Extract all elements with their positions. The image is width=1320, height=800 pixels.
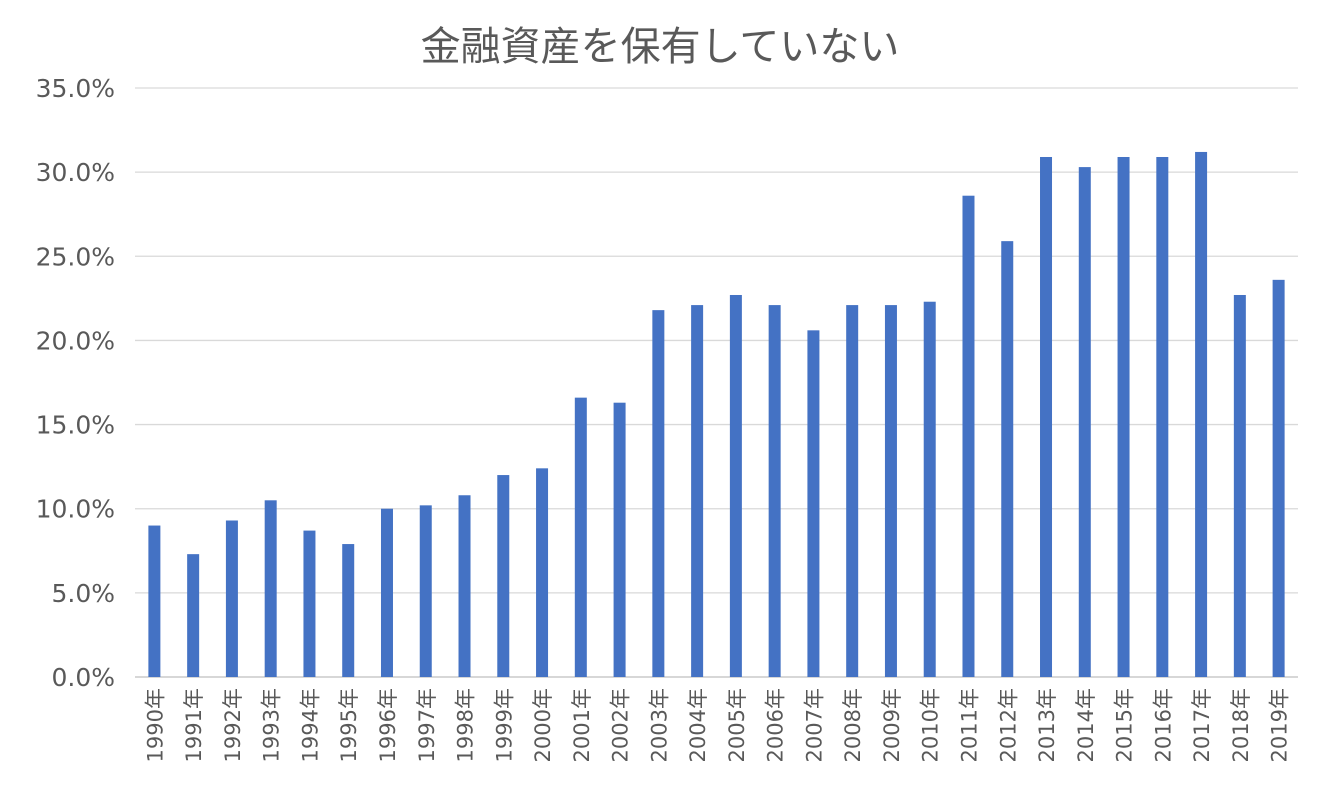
y-tick-label: 5.0% [51, 579, 115, 608]
bar [729, 294, 742, 677]
x-tick-label: 2015年 [1113, 688, 1137, 762]
x-tick-label: 2018年 [1229, 688, 1253, 762]
bar [768, 305, 781, 677]
bar [691, 305, 704, 677]
bar [419, 505, 432, 677]
x-tick-label: 2005年 [725, 688, 749, 762]
x-tick-label: 2001年 [570, 688, 594, 762]
bar [458, 495, 471, 677]
gridlines [135, 87, 1298, 678]
bar [1195, 151, 1208, 677]
x-tick-label: 1997年 [415, 688, 439, 762]
bar [574, 397, 587, 677]
bar [884, 305, 897, 677]
y-tick-label: 35.0% [36, 74, 115, 103]
x-tick-label: 2011年 [957, 688, 981, 762]
x-tick-label: 2012年 [996, 688, 1020, 762]
bar [303, 530, 316, 677]
x-tick-label: 1992年 [221, 688, 245, 762]
bar [1117, 156, 1130, 678]
bar [652, 310, 665, 677]
bar [807, 330, 820, 677]
bar [613, 402, 626, 677]
bar [962, 195, 975, 677]
y-tick-label: 25.0% [36, 242, 115, 271]
x-tick-label: 2007年 [802, 688, 826, 762]
y-tick-label: 20.0% [36, 326, 115, 355]
x-tick-label: 1998年 [454, 688, 478, 762]
x-tick-label: 1996年 [376, 688, 400, 762]
x-tick-label: 1993年 [260, 688, 284, 762]
y-tick-label: 30.0% [36, 158, 115, 187]
bar [1001, 241, 1014, 677]
bar [1078, 167, 1091, 677]
bar [1156, 156, 1169, 678]
bar [1233, 294, 1246, 677]
bar [923, 301, 936, 677]
bar [264, 500, 277, 677]
y-tick-label: 10.0% [36, 495, 115, 524]
x-tick-label: 2017年 [1190, 688, 1214, 762]
x-tick-label: 2003年 [647, 688, 671, 762]
x-tick-label: 2014年 [1074, 688, 1098, 762]
bar [1272, 279, 1285, 677]
x-tick-label: 2013年 [1035, 688, 1059, 762]
x-tick-label: 1990年 [143, 688, 167, 762]
x-axis: 1990年 1991年 1992年 1993年 1994年 1995年 1996年 1997年… [143, 688, 1291, 762]
x-tick-label: 2008年 [841, 688, 865, 762]
x-tick-label: 2004年 [686, 688, 710, 762]
x-tick-label: 1991年 [182, 688, 206, 762]
x-tick-label: 2019年 [1268, 688, 1292, 762]
y-tick-label: 15.0% [36, 411, 115, 440]
x-tick-label: 1994年 [298, 688, 322, 762]
x-tick-label: 1995年 [337, 688, 361, 762]
bar [148, 525, 161, 677]
bar [380, 508, 393, 677]
bar [536, 468, 549, 677]
x-tick-label: 2016年 [1151, 688, 1175, 762]
bar [1040, 156, 1053, 678]
y-tick-label: 0.0% [51, 663, 115, 692]
bar [497, 475, 510, 677]
bar [187, 554, 200, 677]
x-tick-label: 2000年 [531, 688, 555, 762]
x-tick-label: 2009年 [880, 688, 904, 762]
x-tick-label: 2006年 [764, 688, 788, 762]
x-tick-label: 2002年 [609, 688, 633, 762]
bar [342, 544, 355, 677]
y-axis: 0.0% 5.0% 10.0% 15.0% 20.0% 25.0% 30.0% 35.0% [36, 74, 115, 692]
bars [148, 151, 1285, 678]
x-tick-label: 1999年 [492, 688, 516, 762]
bar [225, 520, 238, 677]
chart-title: 金融資産を保有していない [421, 24, 900, 70]
bar [846, 305, 859, 677]
x-tick-label: 2010年 [919, 688, 943, 762]
